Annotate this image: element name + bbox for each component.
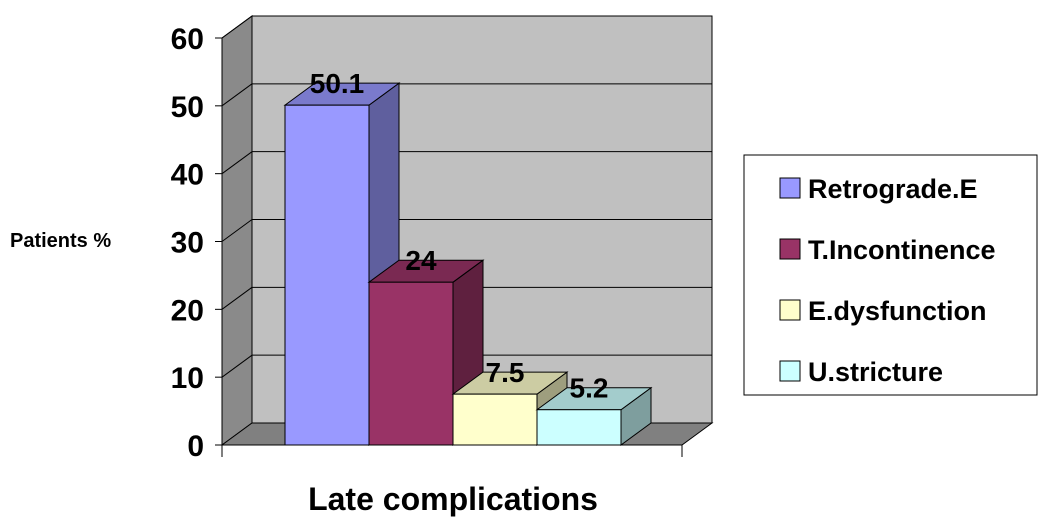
legend-swatch	[779, 360, 801, 382]
data-label: 5.2	[570, 373, 609, 404]
gridline-side	[221, 286, 253, 310]
y-tick-label: 20	[171, 294, 204, 327]
gridline-side	[221, 219, 253, 242]
legend: Retrograde.E T.Incontinence E.dysfunction U…	[743, 154, 1038, 396]
legend-swatch	[779, 238, 801, 260]
bar-front	[284, 104, 370, 446]
bar-4	[535, 386, 653, 446]
data-label: 50.1	[310, 68, 365, 99]
legend-swatch	[779, 299, 801, 321]
legend-label: T.Incontinence	[808, 235, 996, 265]
y-tick-label: 40	[171, 159, 204, 192]
data-labels: 50.1 24 7.5 5.2	[310, 68, 609, 404]
bar-front	[536, 409, 622, 446]
gridline-side	[221, 354, 253, 378]
legend-label: Retrograde.E	[808, 174, 978, 204]
y-tick-label: 0	[187, 430, 204, 463]
y-tick-label: 60	[171, 23, 204, 56]
data-label: 24	[405, 245, 437, 276]
y-tick-label: 50	[171, 91, 204, 124]
bar-front	[452, 393, 538, 446]
legend-label: E.dysfunction	[808, 296, 987, 326]
bars	[283, 82, 653, 446]
y-tick-label: 30	[171, 227, 204, 260]
y-axis-title: Patients %	[10, 230, 111, 252]
gridline-side	[221, 83, 253, 107]
x-axis-title: Late complications	[308, 481, 598, 517]
gridline-side	[221, 151, 253, 175]
legend-item: Retrograde.E	[779, 174, 978, 204]
y-tick-label: 10	[171, 362, 204, 395]
legend-item: U.stricture	[779, 357, 943, 387]
legend-item: E.dysfunction	[779, 296, 987, 326]
y-tick-labels: 0 10 20 30 40 50 60	[171, 23, 204, 463]
data-label: 7.5	[486, 357, 525, 388]
legend-label: U.stricture	[808, 357, 943, 387]
legend-swatch	[779, 177, 801, 199]
gridline-side	[221, 15, 253, 39]
bar-front	[368, 281, 454, 446]
legend-item: T.Incontinence	[779, 235, 996, 265]
